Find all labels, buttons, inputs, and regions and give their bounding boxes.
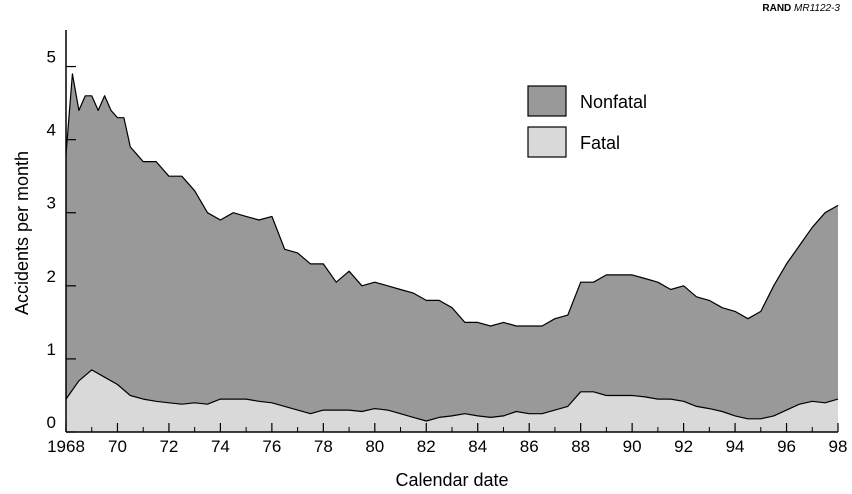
area-fatal (66, 369, 838, 432)
y-axis-ticks: 0 1 2 3 4 5 (47, 48, 76, 433)
x-tick-label: 72 (159, 437, 178, 456)
y-tick-label: 2 (47, 267, 56, 286)
x-tick-label: 70 (108, 437, 127, 456)
x-tick-label: 74 (211, 437, 230, 456)
source-org: RAND (762, 3, 792, 14)
y-tick-label: 0 (47, 413, 56, 432)
x-tick-label: 90 (623, 437, 642, 456)
x-tick-label: 78 (314, 437, 333, 456)
x-tick-label: 96 (777, 437, 796, 456)
legend-swatch-fatal (527, 126, 567, 158)
source-doc-id: MR1122-3 (794, 3, 840, 14)
x-tick-label: 80 (365, 437, 384, 456)
x-tick-label: 94 (726, 437, 745, 456)
x-tick-label: 76 (262, 437, 281, 456)
y-tick-label: 4 (47, 121, 56, 140)
source-credit: RAND MR1122-3 (762, 3, 840, 14)
legend-label-fatal: Fatal (580, 133, 620, 153)
x-tick-label: 1968 (47, 437, 85, 456)
legend-label-nonfatal: Nonfatal (580, 92, 647, 112)
x-tick-label: 86 (520, 437, 539, 456)
x-tick-label: 98 (829, 437, 848, 456)
y-axis-title: Accidents per month (12, 151, 32, 315)
x-tick-label: 92 (674, 437, 693, 456)
series-areas (65, 73, 839, 433)
area-nonfatal (66, 73, 838, 433)
y-tick-label: 3 (47, 194, 56, 213)
x-axis-ticks: 1968 70 72 74 76 78 80 82 84 86 88 90 92 94 96 98 (47, 423, 847, 456)
y-tick-label: 5 (47, 48, 56, 67)
legend-swatch-nonfatal (527, 85, 567, 117)
legend: Nonfatal Fatal (527, 85, 647, 158)
x-tick-label: 82 (417, 437, 436, 456)
x-tick-label: 88 (571, 437, 590, 456)
x-axis-title: Calendar date (395, 470, 508, 490)
y-tick-label: 1 (47, 340, 56, 359)
line-nonfatal (65, 73, 839, 327)
x-tick-label: 84 (468, 437, 487, 456)
line-fatal (65, 369, 839, 422)
